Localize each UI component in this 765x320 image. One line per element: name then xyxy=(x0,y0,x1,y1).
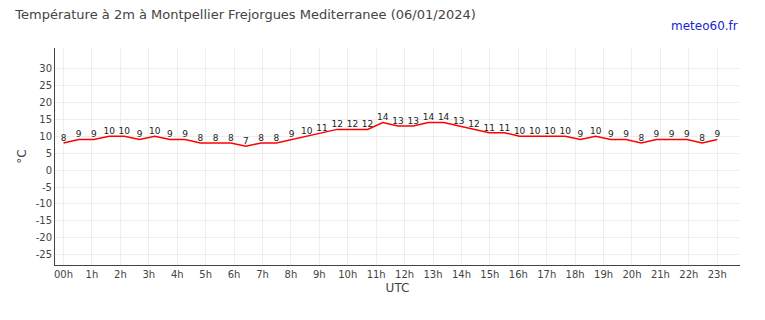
svg-text:-5: -5 xyxy=(42,182,52,193)
svg-text:Température à 2m à Montpellier: Température à 2m à Montpellier Frejorgue… xyxy=(14,7,476,22)
svg-text:12: 12 xyxy=(362,119,373,129)
svg-text:11: 11 xyxy=(499,123,510,133)
svg-text:8h: 8h xyxy=(285,269,298,280)
svg-text:6h: 6h xyxy=(228,269,241,280)
svg-text:-20: -20 xyxy=(36,232,52,243)
svg-text:9: 9 xyxy=(654,129,660,139)
svg-text:11: 11 xyxy=(316,123,327,133)
svg-text:13h: 13h xyxy=(423,269,442,280)
svg-text:8: 8 xyxy=(61,133,67,143)
svg-text:13: 13 xyxy=(407,116,418,126)
svg-text:10: 10 xyxy=(590,126,602,136)
svg-text:9: 9 xyxy=(684,129,690,139)
svg-text:11: 11 xyxy=(483,123,494,133)
svg-text:30: 30 xyxy=(39,63,52,74)
svg-text:20h: 20h xyxy=(622,269,641,280)
svg-text:8: 8 xyxy=(228,133,234,143)
svg-text:meteo60.fr: meteo60.fr xyxy=(671,19,738,33)
svg-text:14: 14 xyxy=(423,112,435,122)
svg-text:23h: 23h xyxy=(708,269,727,280)
svg-text:9: 9 xyxy=(623,129,629,139)
svg-text:8: 8 xyxy=(258,133,264,143)
svg-text:9: 9 xyxy=(182,129,188,139)
svg-text:16h: 16h xyxy=(509,269,528,280)
svg-text:5h: 5h xyxy=(199,269,212,280)
svg-text:9: 9 xyxy=(137,129,143,139)
svg-text:10: 10 xyxy=(544,126,556,136)
svg-text:12: 12 xyxy=(347,119,358,129)
svg-text:12h: 12h xyxy=(395,269,414,280)
svg-text:UTC: UTC xyxy=(386,281,410,295)
svg-text:8: 8 xyxy=(274,133,280,143)
svg-text:9: 9 xyxy=(76,129,82,139)
svg-text:1h: 1h xyxy=(86,269,99,280)
svg-text:°C: °C xyxy=(15,149,29,163)
svg-text:-25: -25 xyxy=(36,249,52,260)
svg-text:14: 14 xyxy=(438,112,450,122)
svg-text:8: 8 xyxy=(197,133,203,143)
svg-text:9: 9 xyxy=(714,129,720,139)
svg-text:12: 12 xyxy=(468,119,479,129)
svg-text:20: 20 xyxy=(39,97,52,108)
svg-text:11h: 11h xyxy=(367,269,386,280)
svg-text:10: 10 xyxy=(119,126,131,136)
svg-text:10: 10 xyxy=(560,126,572,136)
svg-text:17h: 17h xyxy=(537,269,556,280)
svg-text:21h: 21h xyxy=(651,269,670,280)
svg-text:10: 10 xyxy=(529,126,541,136)
svg-text:9: 9 xyxy=(91,129,97,139)
svg-text:9: 9 xyxy=(608,129,614,139)
svg-text:2h: 2h xyxy=(114,269,127,280)
svg-text:14h: 14h xyxy=(452,269,471,280)
svg-text:10: 10 xyxy=(514,126,526,136)
svg-text:9: 9 xyxy=(578,129,584,139)
svg-text:13: 13 xyxy=(392,116,403,126)
svg-text:10h: 10h xyxy=(338,269,357,280)
svg-text:-15: -15 xyxy=(36,215,52,226)
svg-text:8: 8 xyxy=(638,133,644,143)
svg-text:18h: 18h xyxy=(566,269,585,280)
svg-text:8: 8 xyxy=(213,133,219,143)
svg-text:12: 12 xyxy=(331,119,342,129)
svg-text:14: 14 xyxy=(377,112,389,122)
svg-text:0: 0 xyxy=(46,165,52,176)
svg-text:8: 8 xyxy=(699,133,705,143)
svg-text:00h: 00h xyxy=(54,269,73,280)
svg-text:9: 9 xyxy=(167,129,173,139)
svg-text:15: 15 xyxy=(39,114,52,125)
svg-text:19h: 19h xyxy=(594,269,613,280)
svg-text:9: 9 xyxy=(289,129,295,139)
svg-text:9: 9 xyxy=(669,129,675,139)
svg-text:10: 10 xyxy=(149,126,161,136)
svg-text:10: 10 xyxy=(39,131,52,142)
svg-text:-10: -10 xyxy=(36,198,52,209)
svg-text:25: 25 xyxy=(39,80,52,91)
svg-text:15h: 15h xyxy=(480,269,499,280)
svg-text:10: 10 xyxy=(103,126,115,136)
svg-text:4h: 4h xyxy=(171,269,184,280)
svg-text:7h: 7h xyxy=(256,269,269,280)
svg-text:9h: 9h xyxy=(313,269,326,280)
svg-text:3h: 3h xyxy=(142,269,155,280)
svg-text:5: 5 xyxy=(46,148,52,159)
svg-text:22h: 22h xyxy=(679,269,698,280)
svg-text:13: 13 xyxy=(453,116,464,126)
svg-text:10: 10 xyxy=(301,126,313,136)
svg-text:7: 7 xyxy=(243,136,249,146)
